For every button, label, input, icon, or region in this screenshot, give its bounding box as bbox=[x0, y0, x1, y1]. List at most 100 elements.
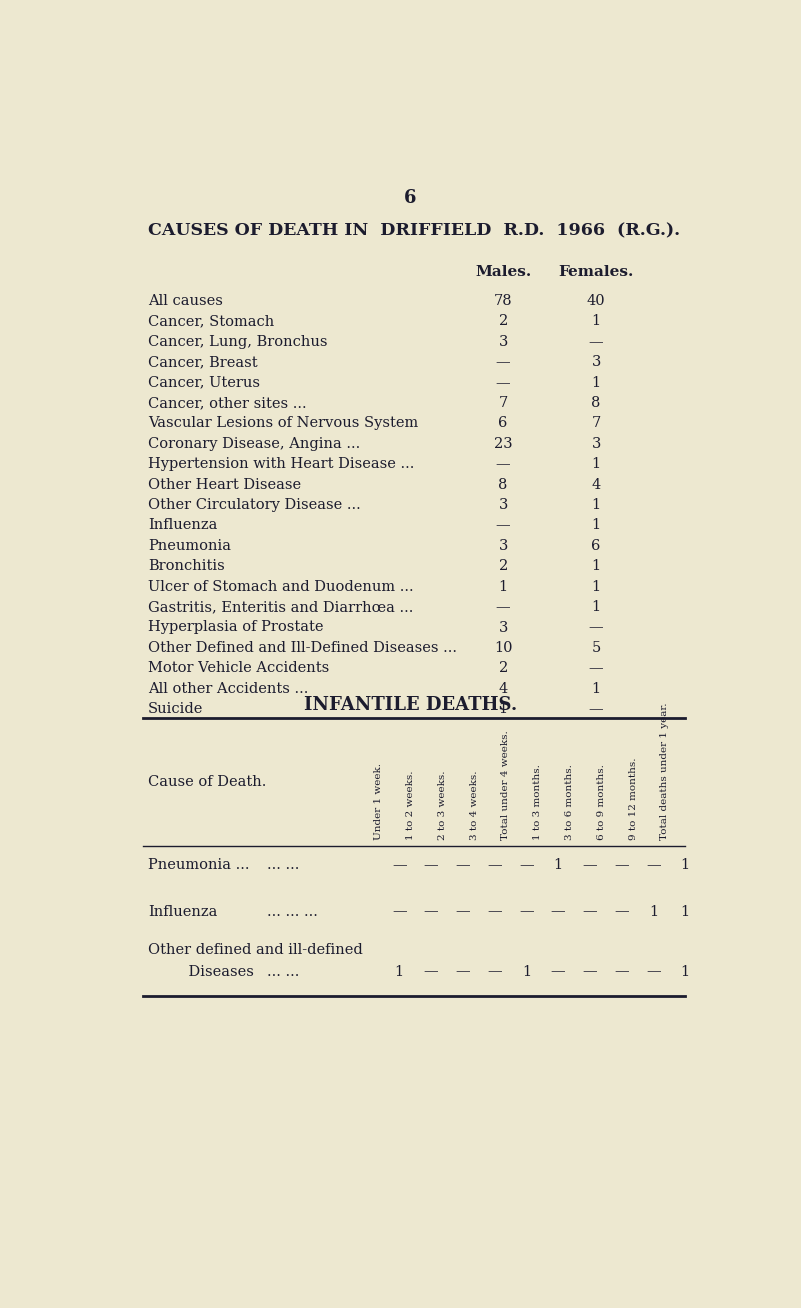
Text: 1: 1 bbox=[498, 702, 508, 715]
Text: 1: 1 bbox=[681, 964, 690, 978]
Text: Pneumonia ...: Pneumonia ... bbox=[148, 858, 250, 872]
Text: —: — bbox=[456, 858, 470, 872]
Text: —: — bbox=[589, 620, 603, 634]
Text: —: — bbox=[487, 905, 502, 918]
Text: CAUSES OF DEATH IN  DRIFFIELD  R.D.  1966  (R.G.).: CAUSES OF DEATH IN DRIFFIELD R.D. 1966 (… bbox=[148, 222, 680, 239]
Text: 1: 1 bbox=[498, 579, 508, 594]
Text: 1: 1 bbox=[592, 375, 601, 390]
Text: 1 to 2 weeks.: 1 to 2 weeks. bbox=[406, 770, 415, 840]
Text: —: — bbox=[646, 964, 661, 978]
Text: Cancer, Breast: Cancer, Breast bbox=[148, 356, 258, 369]
Text: 1: 1 bbox=[681, 858, 690, 872]
Text: 2: 2 bbox=[498, 560, 508, 573]
Text: Influenza: Influenza bbox=[148, 905, 218, 918]
Text: 1: 1 bbox=[553, 858, 563, 872]
Text: 3: 3 bbox=[498, 335, 508, 349]
Text: 1: 1 bbox=[681, 905, 690, 918]
Text: Cancer, other sites ...: Cancer, other sites ... bbox=[148, 396, 307, 409]
Text: —: — bbox=[496, 458, 510, 471]
Text: 3 to 4 weeks.: 3 to 4 weeks. bbox=[469, 770, 479, 840]
Text: —: — bbox=[582, 905, 598, 918]
Text: Cancer, Uterus: Cancer, Uterus bbox=[148, 375, 260, 390]
Text: —: — bbox=[496, 600, 510, 613]
Text: 1: 1 bbox=[592, 314, 601, 328]
Text: Coronary Disease, Angina ...: Coronary Disease, Angina ... bbox=[148, 437, 360, 451]
Text: —: — bbox=[496, 375, 510, 390]
Text: 1: 1 bbox=[592, 560, 601, 573]
Text: —: — bbox=[424, 905, 438, 918]
Text: Influenza: Influenza bbox=[148, 518, 218, 532]
Text: Hyperplasia of Prostate: Hyperplasia of Prostate bbox=[148, 620, 324, 634]
Text: Total under 4 weeks.: Total under 4 weeks. bbox=[501, 730, 510, 840]
Text: Other Defined and Ill-Defined Diseases ...: Other Defined and Ill-Defined Diseases .… bbox=[148, 641, 457, 655]
Text: —: — bbox=[551, 905, 566, 918]
Text: —: — bbox=[582, 964, 598, 978]
Text: —: — bbox=[424, 858, 438, 872]
Text: Cause of Death.: Cause of Death. bbox=[148, 774, 267, 789]
Text: 6: 6 bbox=[591, 539, 601, 553]
Text: —: — bbox=[614, 964, 629, 978]
Text: Motor Vehicle Accidents: Motor Vehicle Accidents bbox=[148, 662, 329, 675]
Text: 2: 2 bbox=[498, 314, 508, 328]
Text: —: — bbox=[614, 858, 629, 872]
Text: —: — bbox=[456, 905, 470, 918]
Text: 3 to 6 months.: 3 to 6 months. bbox=[565, 764, 574, 840]
Text: 8: 8 bbox=[498, 477, 508, 492]
Text: 1 to 3 months.: 1 to 3 months. bbox=[533, 764, 542, 840]
Text: 9 to 12 months.: 9 to 12 months. bbox=[629, 757, 638, 840]
Text: 1: 1 bbox=[592, 518, 601, 532]
Text: Cancer, Lung, Bronchus: Cancer, Lung, Bronchus bbox=[148, 335, 328, 349]
Text: All other Accidents ...: All other Accidents ... bbox=[148, 681, 308, 696]
Text: —: — bbox=[589, 335, 603, 349]
Text: 10: 10 bbox=[494, 641, 513, 655]
Text: —: — bbox=[392, 905, 407, 918]
Text: —: — bbox=[487, 964, 502, 978]
Text: 1: 1 bbox=[521, 964, 531, 978]
Text: 3: 3 bbox=[498, 498, 508, 511]
Text: —: — bbox=[487, 858, 502, 872]
Text: All causes: All causes bbox=[148, 294, 223, 307]
Text: Ulcer of Stomach and Duodenum ...: Ulcer of Stomach and Duodenum ... bbox=[148, 579, 414, 594]
Text: ... ... ...: ... ... ... bbox=[267, 905, 318, 918]
Text: 1: 1 bbox=[592, 600, 601, 613]
Text: 4: 4 bbox=[591, 477, 601, 492]
Text: —: — bbox=[589, 662, 603, 675]
Text: —: — bbox=[519, 858, 533, 872]
Text: —: — bbox=[646, 858, 661, 872]
Text: Diseases: Diseases bbox=[170, 964, 254, 978]
Text: 1: 1 bbox=[649, 905, 658, 918]
Text: 40: 40 bbox=[587, 294, 606, 307]
Text: —: — bbox=[614, 905, 629, 918]
Text: Females.: Females. bbox=[558, 264, 634, 279]
Text: Gastritis, Enteritis and Diarrhœa ...: Gastritis, Enteritis and Diarrhœa ... bbox=[148, 600, 413, 613]
Text: 6: 6 bbox=[404, 190, 417, 207]
Text: Under 1 week.: Under 1 week. bbox=[374, 763, 384, 840]
Text: 7: 7 bbox=[498, 396, 508, 409]
Text: Total deaths under 1 year.: Total deaths under 1 year. bbox=[660, 702, 670, 840]
Text: 3: 3 bbox=[591, 356, 601, 369]
Text: 3: 3 bbox=[591, 437, 601, 451]
Text: Bronchitis: Bronchitis bbox=[148, 560, 225, 573]
Text: 3: 3 bbox=[498, 620, 508, 634]
Text: Vascular Lesions of Nervous System: Vascular Lesions of Nervous System bbox=[148, 416, 418, 430]
Text: ... ...: ... ... bbox=[267, 964, 299, 978]
Text: 5: 5 bbox=[591, 641, 601, 655]
Text: 1: 1 bbox=[592, 681, 601, 696]
Text: Other Heart Disease: Other Heart Disease bbox=[148, 477, 301, 492]
Text: ... ...: ... ... bbox=[267, 858, 299, 872]
Text: —: — bbox=[582, 858, 598, 872]
Text: —: — bbox=[392, 858, 407, 872]
Text: 6 to 9 months.: 6 to 9 months. bbox=[597, 764, 606, 840]
Text: Other Circulatory Disease ...: Other Circulatory Disease ... bbox=[148, 498, 361, 511]
Text: Hypertension with Heart Disease ...: Hypertension with Heart Disease ... bbox=[148, 458, 415, 471]
Text: Other defined and ill-defined: Other defined and ill-defined bbox=[148, 943, 363, 957]
Text: —: — bbox=[551, 964, 566, 978]
Text: —: — bbox=[424, 964, 438, 978]
Text: 2: 2 bbox=[498, 662, 508, 675]
Text: —: — bbox=[496, 356, 510, 369]
Text: —: — bbox=[589, 702, 603, 715]
Text: INFANTILE DEATHS.: INFANTILE DEATHS. bbox=[304, 696, 517, 714]
Text: Cancer, Stomach: Cancer, Stomach bbox=[148, 314, 275, 328]
Text: 1: 1 bbox=[592, 498, 601, 511]
Text: 1: 1 bbox=[592, 458, 601, 471]
